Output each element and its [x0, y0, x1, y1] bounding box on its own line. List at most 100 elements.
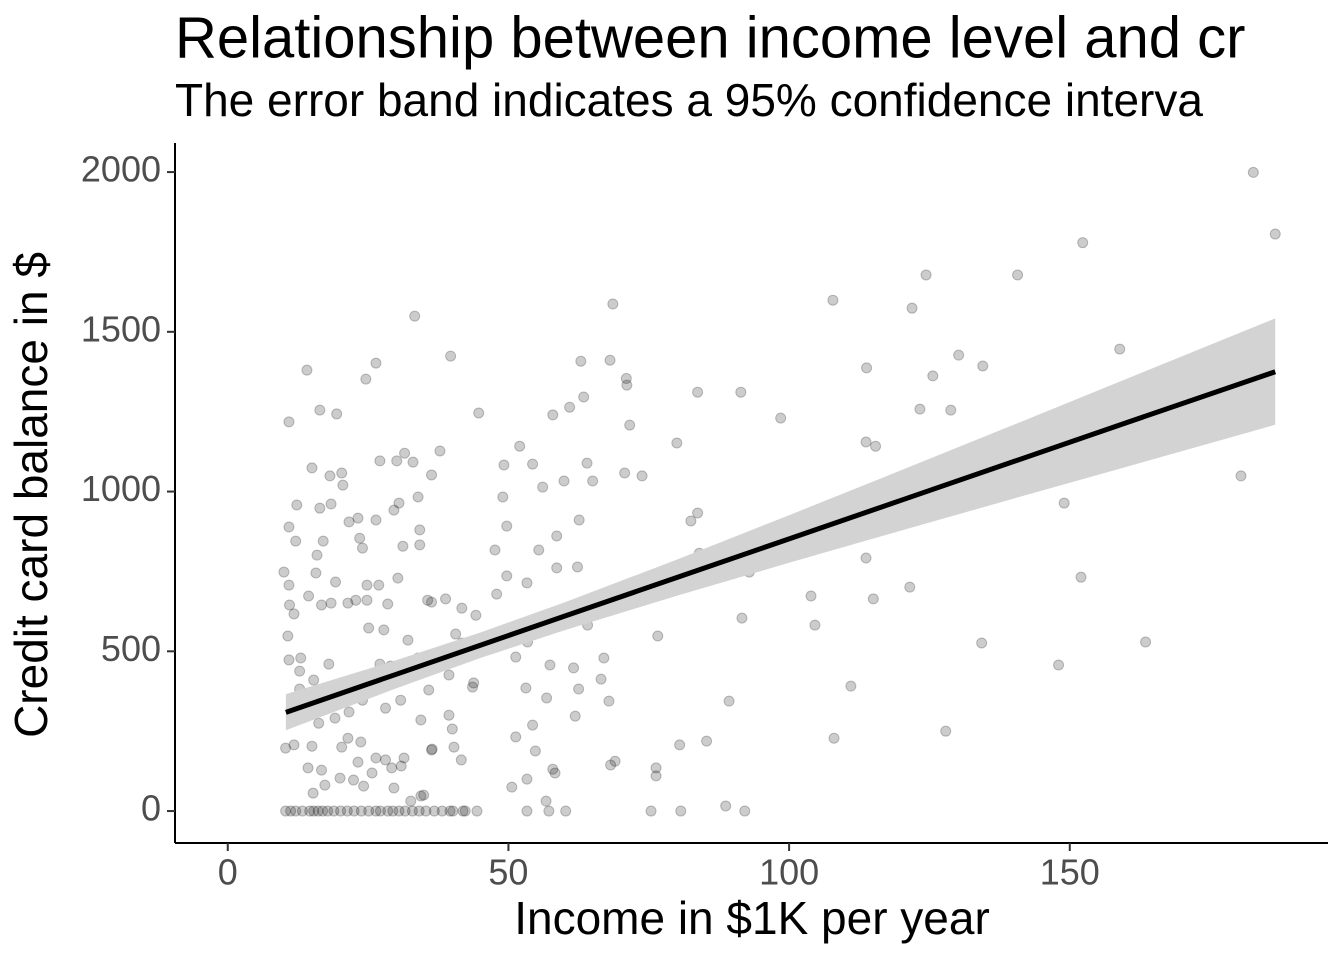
- point: [330, 576, 342, 588]
- point: [447, 805, 459, 817]
- point: [356, 542, 368, 554]
- point: [569, 710, 581, 722]
- point: [324, 470, 336, 482]
- point: [314, 404, 326, 416]
- point: [303, 590, 315, 602]
- point: [489, 544, 501, 556]
- point: [645, 805, 657, 817]
- point: [355, 805, 367, 817]
- point: [845, 680, 857, 692]
- point: [308, 805, 320, 817]
- point: [739, 805, 751, 817]
- point: [363, 805, 375, 817]
- point: [322, 805, 334, 817]
- point: [551, 530, 563, 542]
- point: [652, 630, 664, 642]
- y-tick-label: 1500: [81, 308, 161, 349]
- point: [291, 499, 303, 511]
- point: [307, 787, 319, 799]
- point: [587, 475, 599, 487]
- point: [386, 762, 398, 774]
- point: [352, 512, 364, 524]
- point: [409, 310, 421, 322]
- point: [413, 805, 425, 817]
- point: [295, 652, 307, 664]
- point: [685, 515, 697, 527]
- point: [426, 596, 438, 608]
- point: [288, 608, 300, 620]
- point: [521, 805, 533, 817]
- point: [701, 735, 713, 747]
- point: [564, 401, 576, 413]
- point: [398, 752, 410, 764]
- x-tick-label: 0: [218, 852, 238, 893]
- point: [805, 590, 817, 602]
- point: [514, 440, 526, 452]
- point: [544, 659, 556, 671]
- point: [497, 491, 509, 503]
- point: [393, 497, 405, 509]
- point: [870, 440, 882, 452]
- point: [382, 598, 394, 610]
- confidence-band: [285, 318, 1276, 731]
- point: [671, 437, 683, 449]
- point: [302, 762, 314, 774]
- point: [343, 516, 355, 528]
- point: [350, 594, 362, 606]
- x-tick-label: 50: [488, 852, 528, 893]
- point: [609, 755, 621, 767]
- point: [414, 524, 426, 536]
- point: [927, 370, 939, 382]
- point: [450, 628, 462, 640]
- point: [692, 386, 704, 398]
- point: [317, 805, 329, 817]
- point: [399, 447, 411, 459]
- point: [828, 732, 840, 744]
- point: [473, 407, 485, 419]
- point: [914, 403, 926, 415]
- point: [402, 634, 414, 646]
- point: [312, 805, 324, 817]
- point: [325, 498, 337, 510]
- point: [380, 754, 392, 766]
- point: [573, 514, 585, 526]
- point: [560, 805, 572, 817]
- point: [378, 624, 390, 636]
- point: [418, 789, 430, 801]
- y-axis-title: Credit card balance in $: [5, 252, 57, 738]
- point: [444, 805, 456, 817]
- point: [283, 416, 295, 428]
- point: [288, 739, 300, 751]
- point: [434, 445, 446, 457]
- point: [374, 455, 386, 467]
- point: [470, 609, 482, 621]
- point: [426, 469, 438, 481]
- point: [619, 467, 631, 479]
- point: [827, 294, 839, 306]
- point: [501, 520, 513, 532]
- point: [336, 741, 348, 753]
- point: [414, 539, 426, 551]
- point: [301, 364, 313, 376]
- point: [313, 717, 325, 729]
- point: [558, 475, 570, 487]
- point: [456, 602, 468, 614]
- point: [1012, 269, 1024, 281]
- point: [285, 805, 297, 817]
- point: [674, 739, 686, 751]
- point: [370, 514, 382, 526]
- point: [521, 577, 533, 589]
- point: [459, 805, 471, 817]
- point: [457, 805, 469, 817]
- point: [370, 752, 382, 764]
- point: [280, 805, 292, 817]
- point: [399, 805, 411, 817]
- point: [860, 436, 872, 448]
- point: [284, 599, 296, 611]
- point: [541, 692, 553, 704]
- point: [370, 357, 382, 369]
- point: [358, 780, 370, 792]
- point: [428, 805, 440, 817]
- point: [860, 552, 872, 564]
- point: [420, 805, 432, 817]
